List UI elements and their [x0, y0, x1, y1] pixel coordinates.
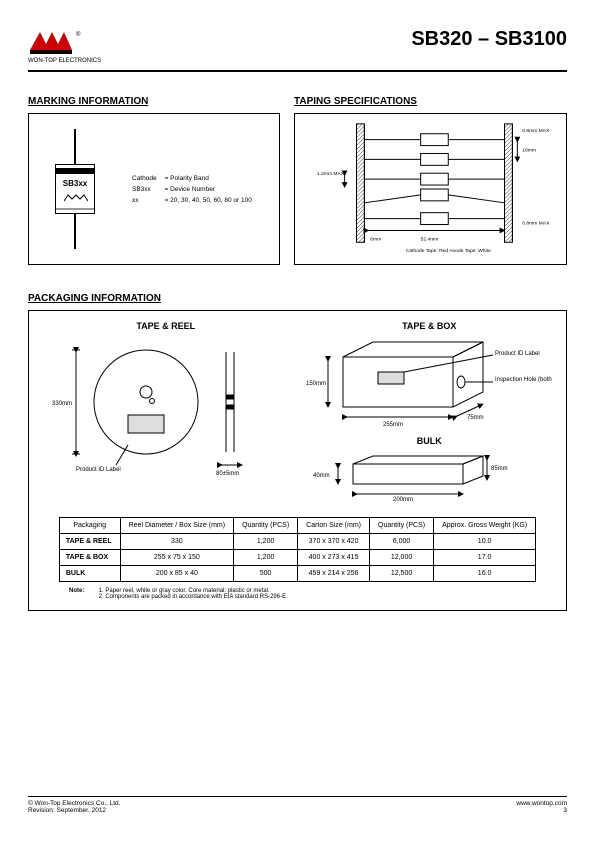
svg-text:75mm: 75mm: [467, 415, 484, 421]
svg-text:10mm: 10mm: [522, 148, 536, 154]
bulk-diagram: 40mm 200mm 85mm: [303, 452, 553, 502]
svg-text:0.8mm MAX: 0.8mm MAX: [522, 128, 550, 134]
notes: Note: 1. Paper reel, white or gray color…: [69, 588, 556, 600]
header: ® WON-TOP ELECTRONICS SB320 – SB3100: [28, 28, 567, 72]
reel-diagram: TAPE & REEL: [39, 321, 293, 507]
revision: Revision: September, 2012: [28, 807, 120, 814]
company-name: WON-TOP ELECTRONICS: [28, 58, 101, 64]
footer: © Won-Top Electronics Co., Ltd. Revision…: [28, 796, 567, 814]
svg-text:0.8mm MAX: 0.8mm MAX: [522, 221, 550, 227]
taping-diagram: 0.8mm MAX 10mm 0.8mm MAX 1.2mm MAX 52.4m…: [294, 113, 567, 265]
svg-text:150mm: 150mm: [306, 381, 326, 387]
logo-mark-icon: [64, 193, 88, 203]
company-logo-icon: ®: [28, 28, 88, 56]
svg-text:Product ID Label: Product ID Label: [76, 467, 121, 473]
page-number: 3: [516, 807, 567, 814]
svg-text:Product ID Label: Product ID Label: [495, 351, 540, 357]
marking-legend: Cathode= Polarity Band SB3xx= Device Num…: [127, 172, 257, 207]
packaging-table: Packaging Reel Diameter / Box Size (mm) …: [59, 517, 536, 582]
footer-url: www.wontop.com: [516, 800, 567, 807]
reel-label: TAPE & REEL: [39, 321, 293, 331]
svg-text:1.2mm MAX: 1.2mm MAX: [317, 171, 345, 177]
svg-text:85mm: 85mm: [491, 466, 508, 472]
table-row: TAPE & REEL3301,200370 x 370 x 4206,0001…: [59, 534, 535, 550]
logo-area: ® WON-TOP ELECTRONICS: [28, 28, 101, 64]
svg-text:330mm: 330mm: [52, 401, 72, 407]
table-row: BULK200 x 85 x 40500459 x 214 x 25612,50…: [59, 566, 535, 582]
svg-text:6mm: 6mm: [370, 236, 381, 242]
box-diagram: 150mm 255mm 75mm Product ID Label Inspec…: [303, 337, 553, 427]
bulk-label: BULK: [303, 436, 557, 446]
svg-text:255mm: 255mm: [383, 422, 403, 427]
svg-text:Cathode Tape: Red Anode Tape:: Cathode Tape: Red Anode Tape: White: [406, 248, 491, 254]
taping-heading: TAPING SPECIFICATIONS: [294, 96, 567, 107]
svg-text:200mm: 200mm: [393, 497, 413, 502]
packaging-content: TAPE & REEL: [28, 310, 567, 611]
marking-diagram: SB3xx Cathode= Polarity Band SB3xx= Devi…: [28, 113, 280, 265]
svg-text:Inspection Hole (both ends): Inspection Hole (both ends): [495, 377, 553, 383]
table-row: TAPE & BOX255 x 75 x 1501,200400 x 273 x…: [59, 550, 535, 566]
page-title: SB320 – SB3100: [411, 28, 567, 51]
copyright: © Won-Top Electronics Co., Ltd.: [28, 800, 120, 807]
svg-text:52.4mm: 52.4mm: [421, 236, 439, 242]
svg-text:40mm: 40mm: [313, 473, 330, 479]
marking-heading: MARKING INFORMATION: [28, 96, 280, 107]
svg-text:®: ®: [76, 31, 81, 38]
packaging-heading: PACKAGING INFORMATION: [28, 293, 567, 304]
diode-drawing: SB3xx: [39, 129, 111, 249]
svg-text:80±5mm: 80±5mm: [216, 471, 239, 477]
box-label: TAPE & BOX: [303, 321, 557, 331]
device-marking-label: SB3xx: [56, 179, 94, 188]
